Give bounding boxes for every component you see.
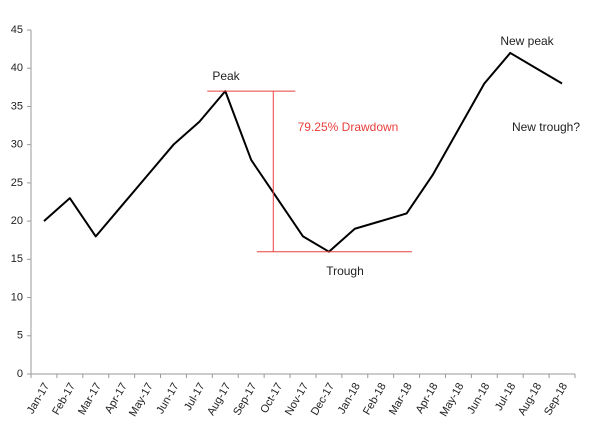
- x-tick-label: Jan-18: [336, 381, 363, 416]
- y-tick-label: 5: [17, 330, 23, 342]
- x-tick-label: May-17: [127, 381, 156, 419]
- x-tick-label: Oct-17: [258, 381, 285, 416]
- x-tick-label: Jun-17: [154, 381, 181, 416]
- x-tick-label: Nov-17: [283, 381, 311, 418]
- line: [43, 51, 563, 253]
- x-tick-label: Aug-17: [205, 381, 233, 418]
- y-tick-label: 35: [11, 100, 23, 112]
- x-tick-label: Feb-18: [361, 381, 389, 417]
- y-tick-label: 45: [11, 24, 23, 36]
- y-tick-label: 0: [17, 368, 23, 380]
- x-tick-label: Jul-18: [493, 381, 518, 413]
- x-tick-label: Feb-17: [50, 381, 78, 417]
- x-tick-label: Apr-17: [103, 381, 130, 416]
- y-tick-label: 40: [11, 62, 23, 74]
- y-tick-label: 15: [11, 253, 23, 265]
- x-tick-label: Mar-18: [387, 381, 415, 417]
- annotation: Peak: [212, 69, 240, 83]
- x-tick-label: May-18: [438, 381, 467, 419]
- x-tick-label: Jun-18: [465, 381, 492, 416]
- y-tick-label: 25: [11, 177, 23, 189]
- x-tick-label: Jul-17: [182, 381, 207, 413]
- x-tick-label: Sep-17: [231, 381, 259, 418]
- y-tick-label: 20: [11, 215, 23, 227]
- x-tick-label: Apr-18: [414, 381, 441, 416]
- annotation: Trough: [326, 264, 364, 278]
- x-tick-label: Jan-17: [25, 381, 52, 416]
- x-tick-label: Dec-17: [309, 381, 337, 418]
- x-tick-label: Mar-17: [76, 381, 104, 417]
- annotation: New trough?: [512, 120, 580, 134]
- annotation: New peak: [500, 34, 554, 48]
- x-tick-label: Sep-18: [542, 381, 570, 418]
- annotation: 79.25% Drawdown: [298, 120, 399, 134]
- x-tick-label: Aug-18: [516, 381, 544, 418]
- y-tick-label: 30: [11, 139, 23, 151]
- y-tick-label: 10: [11, 291, 23, 303]
